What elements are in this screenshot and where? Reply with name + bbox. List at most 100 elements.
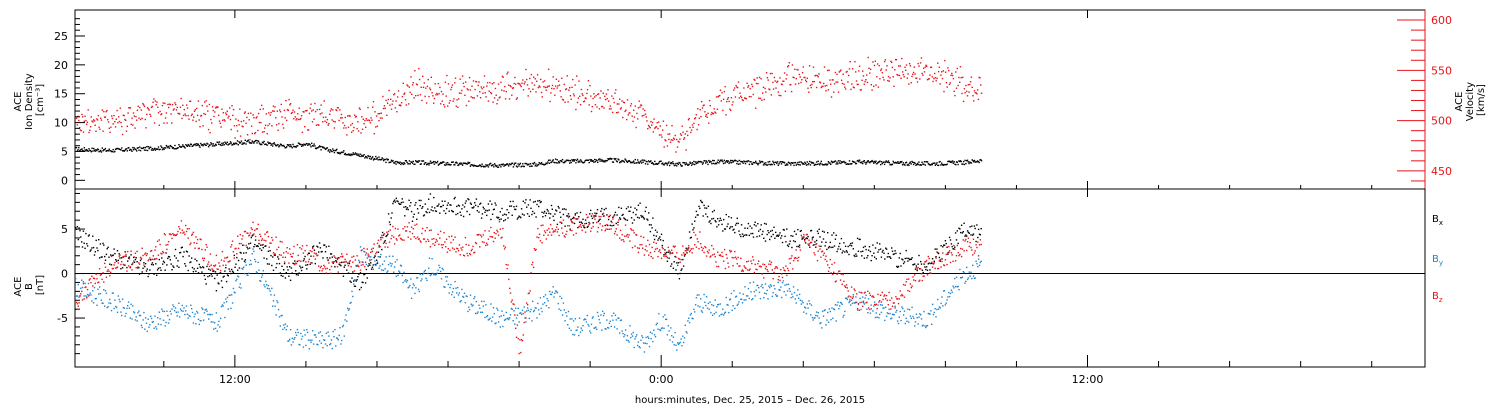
bz-point <box>455 251 457 253</box>
density-point <box>250 142 252 144</box>
density-point <box>463 162 465 165</box>
bx-point <box>317 246 319 248</box>
bx-point <box>270 254 272 257</box>
density-point <box>549 159 551 161</box>
bz-point <box>139 256 142 259</box>
density-point <box>904 164 906 166</box>
velocity-point <box>706 116 708 118</box>
bx-point <box>151 262 154 264</box>
bx-point <box>777 235 779 237</box>
velocity-point <box>139 118 142 121</box>
bz-point <box>357 264 359 267</box>
bx-point <box>416 218 418 220</box>
bx-point <box>904 257 906 260</box>
velocity-point <box>488 90 490 92</box>
density-point <box>810 161 812 163</box>
velocity-point <box>86 121 89 123</box>
bx-point <box>699 207 701 210</box>
by-point <box>394 261 397 263</box>
bx-point <box>128 256 131 258</box>
bx-point <box>410 202 412 204</box>
bx-point <box>703 204 705 207</box>
velocity-point <box>673 138 676 140</box>
by-point <box>659 329 662 332</box>
bx-point <box>357 276 359 278</box>
by-point <box>827 311 829 314</box>
by-point <box>326 345 328 347</box>
velocity-point <box>647 128 649 130</box>
bz-point <box>468 244 470 246</box>
density-point <box>129 148 132 151</box>
density-point <box>934 164 937 166</box>
bz-point <box>180 220 183 222</box>
bx-point <box>170 263 172 265</box>
bx-point <box>449 204 451 206</box>
by-point <box>458 292 461 294</box>
by-point <box>641 335 643 337</box>
velocity-point <box>101 109 103 111</box>
velocity-point <box>521 82 523 84</box>
bx-point <box>312 245 315 247</box>
density-point <box>939 160 941 163</box>
bx-point <box>462 215 465 218</box>
bx-point <box>584 227 586 229</box>
by-point <box>347 307 349 309</box>
density-point <box>858 159 861 161</box>
velocity-point <box>926 65 928 67</box>
density-point <box>615 158 617 160</box>
velocity-point <box>400 102 403 104</box>
density-point <box>647 160 650 162</box>
bz-point <box>324 268 327 270</box>
bx-point <box>786 228 788 230</box>
velocity-point <box>526 78 528 81</box>
density-point <box>605 160 608 162</box>
bx-point <box>413 213 415 215</box>
bx-point <box>230 272 232 275</box>
by-point <box>481 311 484 313</box>
by-point <box>744 286 746 288</box>
bx-point <box>157 267 160 270</box>
by-point <box>197 318 200 320</box>
by-point <box>549 293 552 295</box>
bx-point <box>564 225 566 227</box>
density-point <box>708 159 710 162</box>
bx-point <box>415 202 417 204</box>
density-point <box>396 160 398 163</box>
velocity-point <box>824 85 826 87</box>
by-point <box>219 326 221 328</box>
by-point <box>692 318 694 320</box>
density-point <box>952 162 955 164</box>
density-point <box>123 150 125 152</box>
velocity-point <box>385 99 387 102</box>
density-point <box>82 149 84 152</box>
density-point <box>547 159 550 161</box>
bx-point <box>554 213 556 215</box>
velocity-point <box>484 92 486 94</box>
bx-point <box>663 254 665 256</box>
by-point <box>241 267 243 270</box>
bz-point <box>451 247 454 249</box>
bx-point <box>370 268 373 270</box>
velocity-point <box>504 98 507 100</box>
velocity-point <box>788 62 790 64</box>
bz-point <box>273 253 276 255</box>
bx-point <box>676 262 678 264</box>
by-point <box>107 305 109 308</box>
by-point <box>884 319 886 322</box>
by-point <box>762 287 764 289</box>
by-point <box>361 249 363 251</box>
velocity-point <box>725 114 727 116</box>
by-point <box>428 267 430 269</box>
density-point <box>574 159 576 161</box>
bx-point <box>831 234 833 236</box>
density-point <box>517 163 519 165</box>
by-point <box>913 317 915 320</box>
bx-point <box>847 245 849 248</box>
density-point <box>429 160 432 162</box>
velocity-point <box>680 134 683 136</box>
bx-point <box>104 259 107 261</box>
density-point <box>712 159 714 162</box>
bx-point <box>738 230 740 232</box>
bz-point <box>296 244 299 246</box>
density-point <box>313 143 315 145</box>
